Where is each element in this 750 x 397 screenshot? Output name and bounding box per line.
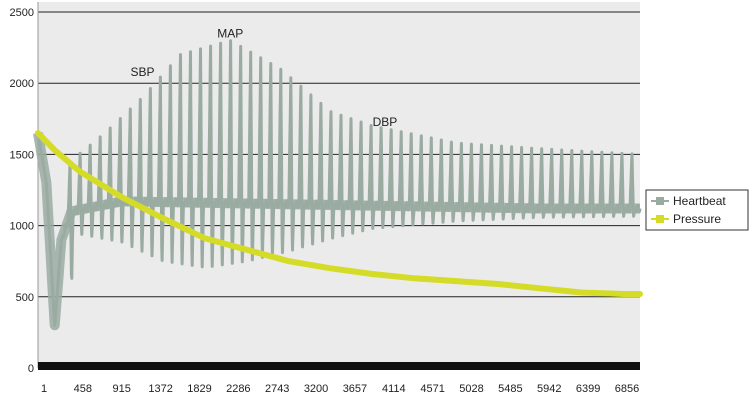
y-tick-label: 2500: [10, 7, 34, 19]
x-tick-label: 458: [74, 383, 92, 395]
x-tick-label: 6399: [576, 383, 600, 395]
x-tick-label: 5485: [498, 383, 522, 395]
x-axis-ticks: 1 458 915 1372 1829 2286 2743 3200 3657 4114 4571 5…: [41, 383, 639, 395]
heartbeat-baseline-band: [33, 132, 644, 331]
x-tick-label: 1: [41, 383, 47, 395]
x-tick-label: 1829: [187, 383, 211, 395]
x-tick-label: 6856: [615, 383, 639, 395]
legend-heartbeat-label: Heartbeat: [673, 194, 726, 208]
heartbeat-series: [33, 39, 644, 331]
legend-heartbeat-swatch-marker: [656, 197, 664, 205]
pressure-line: [35, 130, 643, 297]
annotations: SBP MAP DBP: [131, 27, 398, 129]
annotation-dbp: DBP: [373, 115, 398, 129]
annotation-sbp: SBP: [131, 65, 155, 79]
x-tick-label: 5942: [537, 383, 561, 395]
legend-pressure-label: Pressure: [673, 212, 721, 226]
x-tick-label: 2286: [226, 383, 250, 395]
y-tick-label: 500: [16, 292, 34, 304]
y-tick-label: 0: [28, 363, 34, 375]
x-tick-label: 5028: [459, 383, 483, 395]
y-tick-label: 1000: [10, 221, 34, 233]
x-tick-label: 915: [113, 383, 131, 395]
y-tick-label: 2000: [10, 78, 34, 90]
x-tick-label: 2743: [265, 383, 289, 395]
legend: Heartbeat Pressure: [645, 189, 749, 231]
y-axis-ticks: 0 500 1000 1500 2000 2500: [10, 7, 34, 375]
annotation-map: MAP: [217, 27, 243, 41]
legend-pressure-swatch-marker: [656, 215, 664, 223]
x-tick-label: 3200: [304, 383, 328, 395]
x-axis-bar: [38, 362, 640, 370]
legend-box: [645, 189, 749, 231]
x-tick-label: 1372: [148, 383, 172, 395]
x-tick-label: 4571: [420, 383, 444, 395]
x-tick-label: 3657: [343, 383, 367, 395]
pressure-series: [35, 130, 643, 297]
x-tick-label: 4114: [382, 383, 406, 395]
y-tick-label: 1500: [10, 149, 34, 161]
